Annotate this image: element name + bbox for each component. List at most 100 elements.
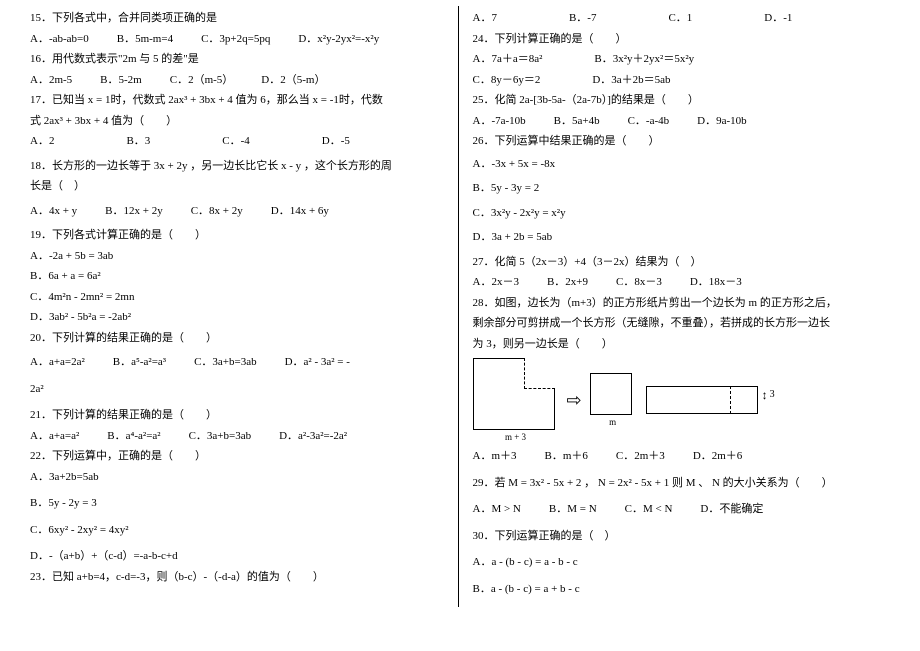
m-label: m	[590, 417, 636, 427]
q26: 26．下列运算中结果正确的是（ ）	[473, 133, 891, 150]
q21: 21．下列计算的结果正确的是（ ）	[30, 407, 448, 424]
height-3-label: 3	[770, 389, 775, 400]
arrow-icon: ⇨	[567, 390, 582, 411]
q23-opts: A．7 B．-7 C．1 D．-1	[473, 10, 891, 27]
q17-b: B．3	[126, 133, 150, 150]
q17-opts: A．2 B．3 C．-4 D．-5	[30, 133, 448, 150]
q29-a: A．M > N	[473, 501, 521, 518]
q16-opts: A．2m-5 B．5-2m C．2（m-5） D．2（5-m）	[30, 72, 448, 89]
q23: 23．已知 a+b=4，c-d=-3，则（b-c）-（-d-a）的值为（ ）	[30, 569, 448, 586]
q22-a: A．3a+2b=5ab	[30, 469, 448, 486]
q25-opts: A．-7a-10b B．5a+4b C．-a-4b D．9a-10b	[473, 113, 891, 130]
dash-line	[730, 386, 731, 414]
q28-line2: 剩余部分可剪拼成一个长方形（无缝隙，不重叠），若拼成的长方形一边长	[473, 315, 891, 332]
q21-c: C．3a+b=3ab	[189, 428, 252, 445]
q17-line1: 17．已知当 x = 1时，代数式 2ax³ + 3bx + 4 值为 6，那么…	[30, 92, 448, 109]
q24-a: A．7a＋a＝8a²	[473, 51, 543, 68]
q25-a: A．-7a-10b	[473, 113, 526, 130]
q27: 27．化简 5（2x－3）+4（3－2x）结果为（ ）	[473, 254, 891, 271]
q23-a: A．7	[473, 10, 497, 27]
q19-b: B．6a + a = 6a²	[30, 268, 448, 285]
q26-a: A．-3x + 5x = -8x	[473, 156, 891, 173]
q18-a: A．4x + y	[30, 203, 77, 220]
q15-opts: A．-ab-ab=0 B．5m-m=4 C．3p+2q=5pq D．x²y-2y…	[30, 31, 448, 48]
q26-b: B．5y - 3y = 2	[473, 180, 891, 197]
q21-b: B．a⁴-a²=a²	[107, 428, 160, 445]
q28-d: D．2m＋6	[693, 448, 743, 465]
q29-b: B．M = N	[549, 501, 597, 518]
q27-c: C．8x－3	[616, 274, 662, 291]
left-column: 15．下列各式中，合并同类项正确的是 A．-ab-ab=0 B．5m-m=4 C…	[20, 6, 459, 607]
q15-a: A．-ab-ab=0	[30, 31, 89, 48]
q23-d: D．-1	[764, 10, 792, 27]
q25-c: C．-a-4b	[628, 113, 670, 130]
q16: 16．用代数式表示"2m 与 5 的差"是	[30, 51, 448, 68]
q17-c: C．-4	[222, 133, 250, 150]
q25-d: D．9a-10b	[697, 113, 747, 130]
q23-c: C．1	[668, 10, 692, 27]
q24-opts1: A．7a＋a＝8a² B．3x²y＋2yx²＝5x²y	[473, 51, 891, 68]
q17-a: A．2	[30, 133, 54, 150]
q29-d: D．不能确定	[700, 501, 763, 518]
q20-a: A．a+a=2a²	[30, 354, 85, 371]
q28-c: C．2m＋3	[616, 448, 665, 465]
q18-d: D．14x + 6y	[271, 203, 329, 220]
right-column: A．7 B．-7 C．1 D．-1 24．下列计算正确的是（ ） A．7a＋a＝…	[459, 6, 901, 607]
q19-d: D．3ab² - 5b²a = -2ab²	[30, 309, 448, 326]
q28-b: B．m＋6	[545, 448, 588, 465]
q24: 24．下列计算正确的是（ ）	[473, 31, 891, 48]
q20-b: B．a⁵-a²=a³	[113, 354, 166, 371]
q21-opts: A．a+a=a² B．a⁴-a²=a² C．3a+b=3ab D．a²-3a²=…	[30, 428, 448, 445]
q20: 20．下列计算的结果正确的是（ ）	[30, 330, 448, 347]
q16-d: D．2（5-m）	[261, 72, 325, 89]
q30-a: A．a - (b - c) = a - b - c	[473, 554, 891, 571]
q17-line2: 式 2ax³ + 3bx + 4 值为（ ）	[30, 113, 448, 130]
q20-d: D．a² - 3a² = -	[285, 354, 350, 371]
q27-a: A．2x－3	[473, 274, 519, 291]
q24-c: C．8y－6y＝2	[473, 72, 541, 89]
q25-b: B．5a+4b	[554, 113, 600, 130]
q17-d: D．-5	[322, 133, 350, 150]
big-square	[473, 358, 555, 430]
q16-a: A．2m-5	[30, 72, 72, 89]
small-square-stack: m	[590, 373, 636, 427]
m3-label: m + 3	[473, 432, 559, 442]
big-square-stack: m + 3	[473, 358, 559, 442]
q29: 29．若 M = 3x² - 5x + 2 ， N = 2x² - 5x + 1…	[473, 475, 891, 492]
q22: 22．下列运算中，正确的是（ ）	[30, 448, 448, 465]
q22-d: D．-（a+b）+（c-d）=-a-b-c+d	[30, 548, 448, 565]
q28-line3: 为 3，则另一边长是（ ）	[473, 336, 891, 353]
q28-a: A．m＋3	[473, 448, 517, 465]
q16-c: C．2（m-5）	[170, 72, 234, 89]
q19: 19．下列各式计算正确的是（ ）	[30, 227, 448, 244]
q24-opts2: C．8y－6y＝2 D．3a＋2b＝5ab	[473, 72, 891, 89]
q26-c: C．3x²y - 2x²y = x²y	[473, 205, 891, 222]
q15-b: B．5m-m=4	[117, 31, 173, 48]
q18-line2: 长是（ ）	[30, 178, 448, 195]
q16-b: B．5-2m	[100, 72, 142, 89]
small-square	[590, 373, 632, 415]
q24-b: B．3x²y＋2yx²＝5x²y	[594, 51, 694, 68]
q19-c: C．4m²n - 2mn² = 2mn	[30, 289, 448, 306]
q15-d: D．x²y-2yx²=-x²y	[298, 31, 379, 48]
q15: 15．下列各式中，合并同类项正确的是	[30, 10, 448, 27]
long-rect: 3	[646, 386, 758, 414]
q23-b: B．-7	[569, 10, 597, 27]
q20-d-cont: 2a²	[30, 381, 448, 398]
q19-a: A．-2a + 5b = 3ab	[30, 248, 448, 265]
q27-b: B．2x+9	[547, 274, 588, 291]
q28-diagram: m + 3 ⇨ m 3	[473, 358, 891, 442]
q22-c: C．6xy² - 2xy² = 4xy²	[30, 522, 448, 539]
q27-d: D．18x－3	[690, 274, 742, 291]
q21-d: D．a²-3a²=-2a²	[279, 428, 347, 445]
q20-opts: A．a+a=2a² B．a⁵-a²=a³ C．3a+b=3ab D．a² - 3…	[30, 354, 448, 371]
cutout	[524, 358, 555, 389]
q30: 30．下列运算正确的是（ ）	[473, 528, 891, 545]
q28-line1: 28．如图，边长为（m+3）的正方形纸片剪出一个边长为 m 的正方形之后，	[473, 295, 891, 312]
q28-opts: A．m＋3 B．m＋6 C．2m＋3 D．2m＋6	[473, 448, 891, 465]
q25: 25．化简 2a-[3b-5a-（2a-7b）]的结果是（ ）	[473, 92, 891, 109]
q24-d: D．3a＋2b＝5ab	[592, 72, 670, 89]
q18-b: B．12x + 2y	[105, 203, 163, 220]
q18-c: C．8x + 2y	[191, 203, 243, 220]
q20-c: C．3a+b=3ab	[194, 354, 257, 371]
